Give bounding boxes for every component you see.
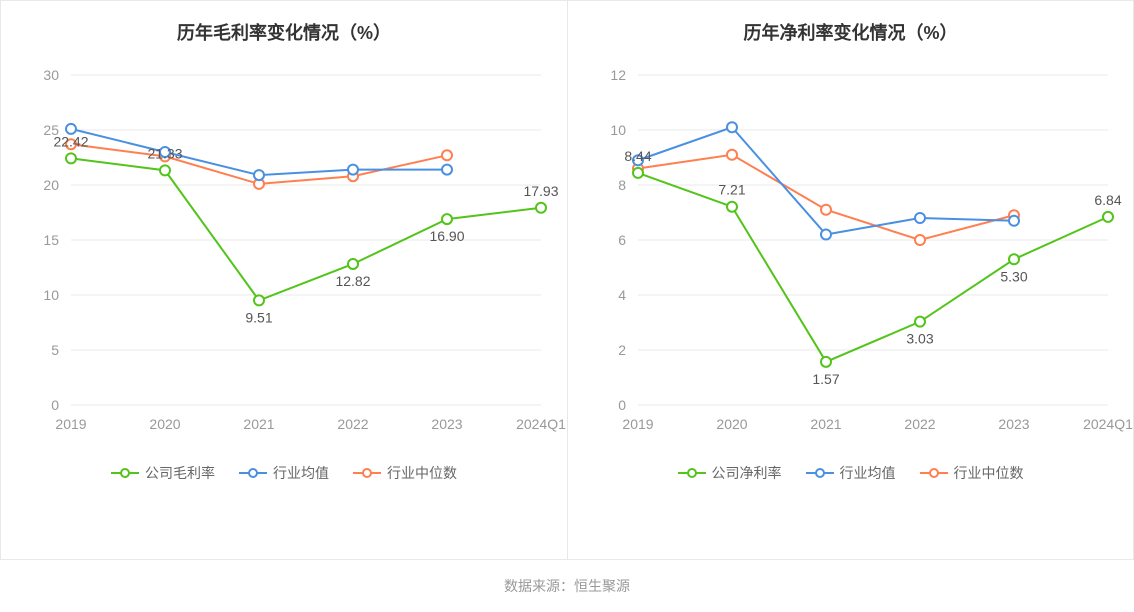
x-axis-label: 2019 [55,416,86,432]
data-label: 16.90 [429,228,464,244]
x-axis-label: 2019 [622,416,653,432]
series-marker [821,357,831,367]
legend-marker [239,466,267,480]
series-marker [1103,212,1113,222]
x-axis-label: 2022 [904,416,935,432]
legend-label: 行业中位数 [954,463,1024,483]
gross-margin-chart-area: 051015202530201920202021202220232024Q122… [1,45,567,445]
net-margin-panel: 历年净利率变化情况（%） 0 2 4 6 8 10 12 2019 2020 2021 2022 20… [567,0,1134,560]
data-label: 7.21 [718,182,745,198]
series-line [638,155,1014,240]
series-marker [442,214,452,224]
gross-margin-legend: 公司毛利率 行业均值 行业中位数 [1,445,567,501]
legend-item[interactable]: 行业均值 [239,463,329,483]
series-marker [821,205,831,215]
legend-item[interactable]: 公司净利率 [678,463,782,483]
y-axis-label: 20 [43,177,59,193]
legend-item[interactable]: 公司毛利率 [111,463,215,483]
series-marker [727,150,737,160]
series-marker [915,213,925,223]
y-axis-label: 15 [43,232,59,248]
y-axis-label: 4 [618,287,626,303]
y-axis-label: 8 [618,177,626,193]
y-axis-label: 10 [43,287,59,303]
data-label: 5.30 [1000,268,1027,284]
data-label: 22.42 [53,133,88,149]
data-label: 17.93 [523,183,558,199]
legend-label: 行业中位数 [387,463,457,483]
legend-label: 公司毛利率 [145,463,215,483]
x-axis-label: 2021 [810,416,841,432]
x-axis-label: 2024Q1 [1083,416,1133,432]
x-axis-label: 2024Q1 [516,416,566,432]
series-marker [1009,254,1019,264]
y-axis-label: 5 [51,342,59,358]
series-marker [66,153,76,163]
data-label: 6.84 [1094,192,1121,208]
data-label: 3.03 [906,331,933,347]
y-axis-label: 6 [618,232,626,248]
y-axis-label: 0 [618,397,626,413]
net-margin-chart-area: 0 2 4 6 8 10 12 2019 2020 2021 2022 2023 2024Q1 8.44 7… [568,45,1133,445]
series-marker [160,165,170,175]
legend-marker [111,466,139,480]
series-marker [348,259,358,269]
series-marker [915,317,925,327]
series-line [638,173,1108,362]
series-marker [442,165,452,175]
charts-container: 历年毛利率变化情况（%） 051015202530201920202021202… [0,0,1134,560]
legend-label: 行业均值 [273,463,329,483]
x-axis-label: 2022 [337,416,368,432]
series-marker [348,165,358,175]
gross-margin-panel: 历年毛利率变化情况（%） 051015202530201920202021202… [0,0,567,560]
data-label: 9.51 [245,309,272,325]
data-label: 1.57 [812,371,839,387]
net-margin-svg: 0 2 4 6 8 10 12 2019 2020 2021 2022 2023 2024Q1 8.44 7… [568,45,1134,445]
legend-marker [353,466,381,480]
y-axis-label: 30 [43,67,59,83]
legend-item[interactable]: 行业中位数 [920,463,1024,483]
y-axis-label: 12 [610,67,626,83]
net-margin-legend: 公司净利率 行业均值 行业中位数 [568,445,1133,501]
series-marker [915,235,925,245]
legend-marker [920,466,948,480]
series-marker [254,170,264,180]
data-source-footer: 数据来源：恒生聚源 [0,560,1134,596]
legend-marker [678,466,706,480]
series-marker [254,295,264,305]
data-label: 8.44 [624,148,651,164]
y-axis-label: 0 [51,397,59,413]
y-axis-label: 10 [610,122,626,138]
gross-margin-svg: 051015202530201920202021202220232024Q122… [1,45,568,445]
legend-label: 行业均值 [840,463,896,483]
series-marker [536,203,546,213]
legend-item[interactable]: 行业中位数 [353,463,457,483]
data-label: 12.82 [335,273,370,289]
x-axis-label: 2020 [716,416,747,432]
gross-margin-title: 历年毛利率变化情况（%） [1,1,567,45]
x-axis-label: 2021 [243,416,274,432]
net-margin-title: 历年净利率变化情况（%） [568,1,1133,45]
series-line [638,127,1014,234]
series-marker [633,168,643,178]
x-axis-label: 2023 [431,416,462,432]
series-marker [727,202,737,212]
data-label: 21.33 [147,145,182,161]
x-axis-label: 2020 [149,416,180,432]
series-marker [821,230,831,240]
legend-label: 公司净利率 [712,463,782,483]
series-marker [1009,216,1019,226]
y-axis-label: 2 [618,342,626,358]
x-axis-label: 2023 [998,416,1029,432]
legend-marker [806,466,834,480]
series-marker [442,150,452,160]
series-marker [727,122,737,132]
legend-item[interactable]: 行业均值 [806,463,896,483]
